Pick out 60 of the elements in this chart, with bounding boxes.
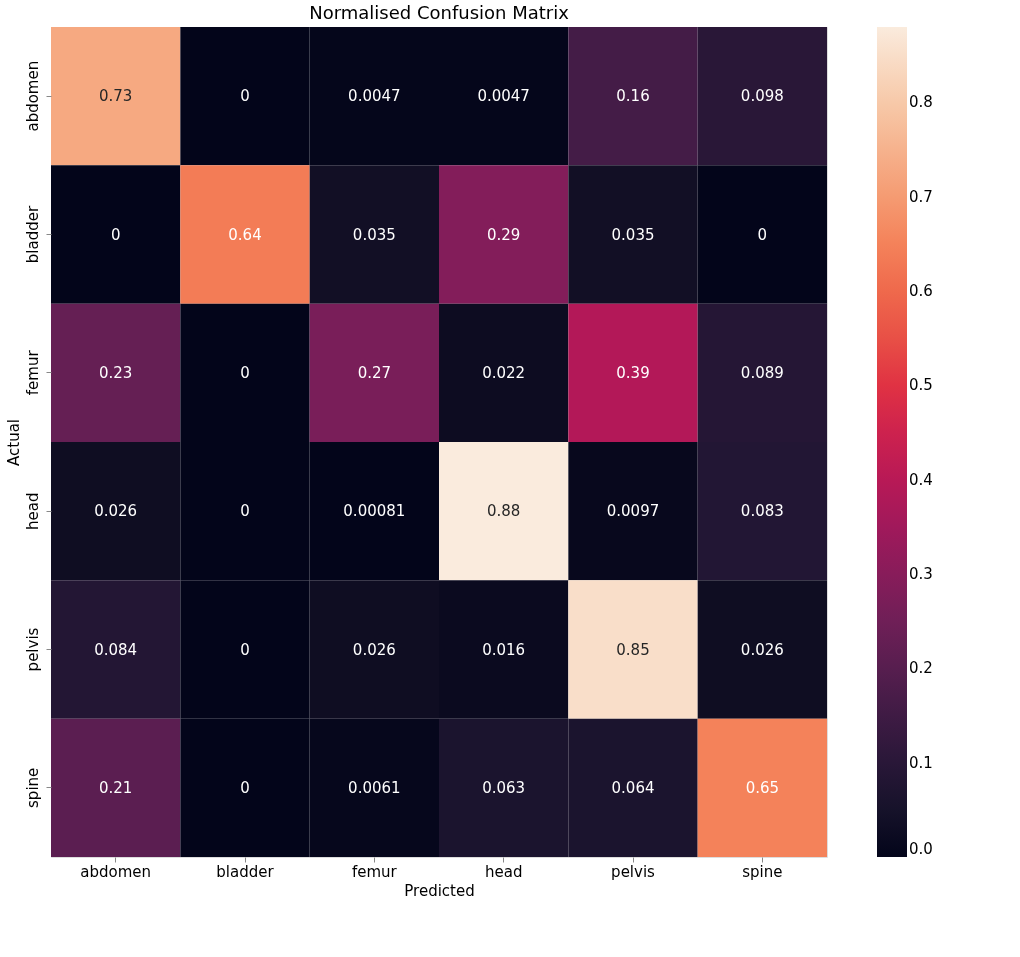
data-label: 0.23: [98, 363, 133, 382]
x-tick-label: pelvis: [611, 862, 656, 881]
data-label: 0.16: [616, 87, 650, 106]
color-bar-label: 0.4: [909, 470, 933, 489]
data-label: 0.089: [740, 363, 784, 382]
data-label: 0.21: [98, 778, 133, 797]
data-label: 0: [240, 87, 250, 106]
chart-title: Normalised Confusion Matrix: [309, 2, 570, 23]
data-label: 0.035: [352, 225, 396, 244]
data-label: 0.85: [616, 640, 650, 659]
data-label: 0.063: [482, 778, 526, 797]
x-tick-label: spine: [742, 862, 783, 881]
data-label: 0.65: [745, 778, 780, 797]
data-label: 0.64: [228, 225, 262, 244]
y-axis-title: Actual: [4, 419, 23, 466]
x-tick-label: abdomen: [80, 862, 152, 881]
data-label: 0.016: [482, 640, 526, 659]
y-tick-label: femur: [23, 349, 42, 396]
data-label: 0: [240, 778, 250, 797]
data-label: 0.0097: [606, 502, 660, 521]
x-axis-title: Predicted: [404, 881, 475, 900]
color-bar-label: 0.1: [909, 753, 933, 772]
data-label: 0.73: [98, 87, 133, 106]
data-label: 0.88: [486, 502, 521, 521]
y-tick-label: head: [23, 492, 42, 530]
data-label: 0: [240, 640, 250, 659]
data-label: 0.026: [740, 640, 784, 659]
data-label: 0.00081: [343, 502, 406, 521]
y-tick-label: abdomen: [23, 60, 42, 132]
x-tick-label: head: [484, 862, 523, 881]
data-label: 0.098: [740, 87, 784, 106]
data-label: 0.0061: [348, 778, 401, 797]
data-label: 0.083: [740, 502, 784, 521]
x-tick-label: femur: [351, 862, 398, 881]
data-label: 0.026: [94, 502, 138, 521]
color-bar-label: 0.5: [909, 376, 933, 395]
x-tick-label: bladder: [216, 862, 275, 881]
y-tick-label: bladder: [23, 205, 42, 264]
data-label: 0.064: [611, 778, 655, 797]
data-label: 0: [240, 502, 250, 521]
data-label: 0.0047: [348, 87, 401, 106]
data-label: 0.27: [357, 363, 392, 382]
data-label: 0: [240, 363, 250, 382]
data-label: 0: [110, 225, 121, 244]
color-bar-label: 0.0: [909, 840, 933, 858]
y-tick-label: spine: [23, 767, 42, 808]
color-bar-label: 0.3: [909, 565, 933, 584]
data-label: 0.39: [616, 363, 650, 382]
color-bar-label: 0.2: [909, 659, 933, 678]
data-label: 0: [757, 225, 768, 244]
data-label: 0.026: [352, 640, 396, 659]
color-bar-label: 0.8: [909, 93, 933, 112]
y-tick-label: pelvis: [23, 627, 42, 672]
data-label: 0.0047: [477, 87, 530, 106]
data-label: 0.035: [611, 225, 655, 244]
color-bar-label: 0.7: [909, 187, 933, 206]
data-label: 0.29: [486, 225, 521, 244]
color-bar-label: 0.6: [909, 282, 933, 301]
data-label: 0.022: [482, 363, 526, 382]
data-label: 0.084: [94, 640, 138, 659]
